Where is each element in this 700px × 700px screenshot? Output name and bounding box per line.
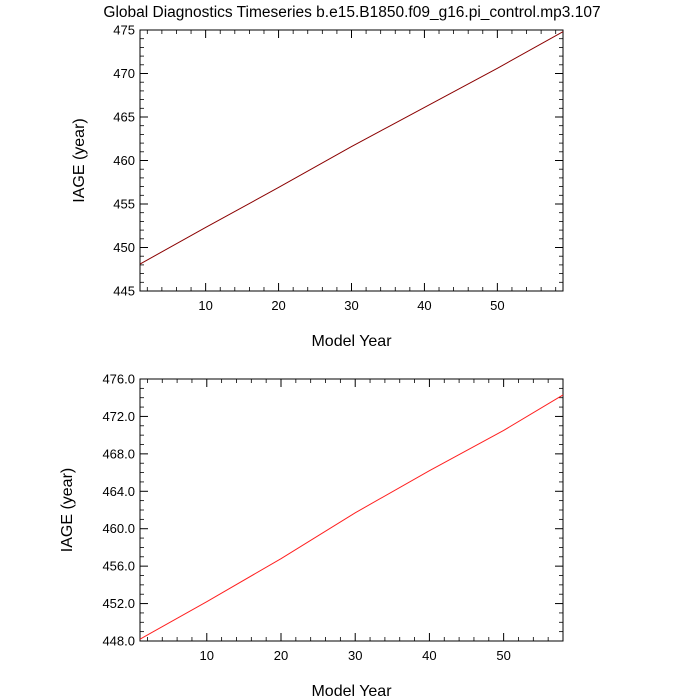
series-line-1-1 bbox=[139, 31, 564, 265]
x-tick-label: 20 bbox=[274, 648, 288, 663]
x-tick-label: 40 bbox=[417, 298, 431, 313]
y-tick-label: 468.0 bbox=[102, 446, 135, 461]
y-tick-label: 465 bbox=[113, 110, 135, 125]
figure-title: Global Diagnostics Timeseries b.e15.B185… bbox=[103, 4, 600, 21]
x-tick-label: 30 bbox=[348, 648, 362, 663]
y-axis-label: IAGE (year) bbox=[59, 468, 76, 552]
y-tick-label: 470 bbox=[113, 66, 135, 81]
x-axis-label: Model Year bbox=[311, 683, 392, 700]
y-tick-label: 475 bbox=[113, 23, 135, 38]
x-tick-label: 40 bbox=[422, 648, 436, 663]
y-tick-label: 476.0 bbox=[102, 372, 135, 387]
y-tick-label: 450 bbox=[113, 240, 135, 255]
x-tick-label: 20 bbox=[271, 298, 285, 313]
chart-2: 10 20 30 40 50 448.0 452.0 456.0 460.0 464.0 468.0… bbox=[59, 372, 564, 700]
plot-frame-2 bbox=[139, 378, 564, 642]
plot-frame-1 bbox=[139, 29, 564, 292]
x-tick-label: 50 bbox=[496, 648, 510, 663]
y-tick-label: 456.0 bbox=[102, 559, 135, 574]
series-line-2-1 bbox=[139, 394, 564, 640]
y-tick-label: 472.0 bbox=[102, 409, 135, 424]
chart-1: 10 20 30 40 50 445 450 455 460 465 470 475 Model Yea… bbox=[71, 23, 564, 350]
y-tick-label: 448.0 bbox=[102, 634, 135, 649]
y-tick-label: 452.0 bbox=[102, 596, 135, 611]
y-axis-label: IAGE (year) bbox=[71, 118, 88, 202]
y-tick-label: 460 bbox=[113, 153, 135, 168]
x-tick-label: 50 bbox=[490, 298, 504, 313]
x-tick-label: 30 bbox=[344, 298, 358, 313]
y-tick-label: 445 bbox=[113, 284, 135, 299]
x-axis-label: Model Year bbox=[311, 333, 392, 350]
x-tick-label: 10 bbox=[200, 648, 214, 663]
y-tick-label: 455 bbox=[113, 197, 135, 212]
x-tick-label: 10 bbox=[198, 298, 212, 313]
y-tick-label: 460.0 bbox=[102, 521, 135, 536]
y-tick-label: 464.0 bbox=[102, 484, 135, 499]
